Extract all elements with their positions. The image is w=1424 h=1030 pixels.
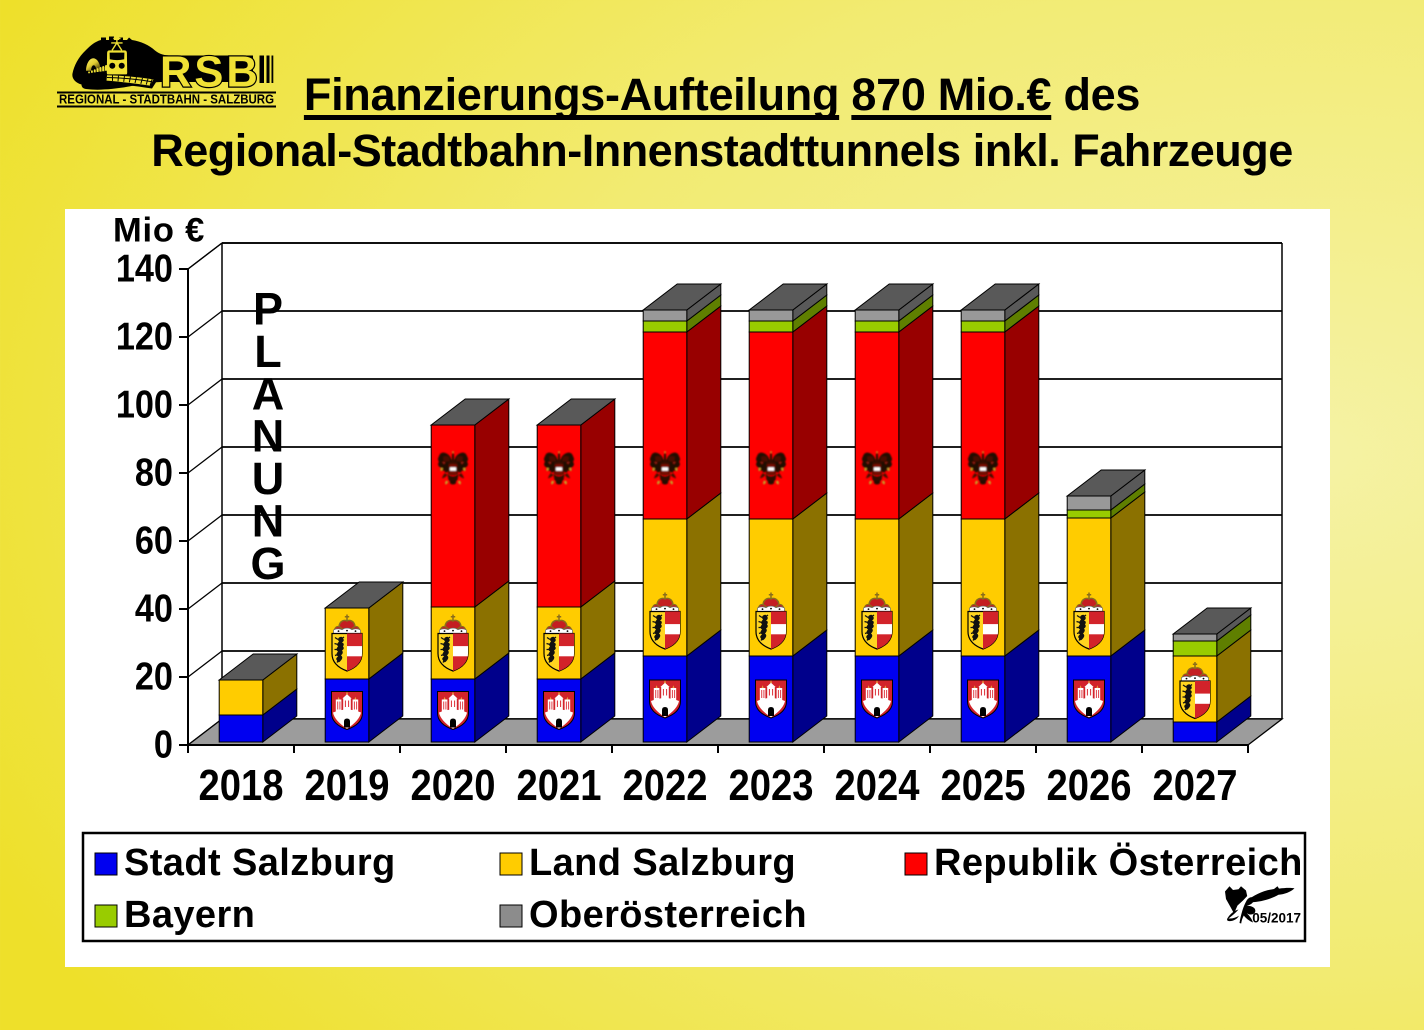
svg-text:2021: 2021 xyxy=(517,761,602,810)
svg-text:Mio €: Mio € xyxy=(113,212,205,250)
svg-text:140: 140 xyxy=(116,246,173,289)
svg-text:2025: 2025 xyxy=(941,761,1026,810)
svg-text:A: A xyxy=(252,368,285,419)
svg-text:60: 60 xyxy=(135,518,173,561)
svg-text:0: 0 xyxy=(154,722,173,765)
svg-text:Stadt Salzburg: Stadt Salzburg xyxy=(124,842,396,884)
svg-text:G: G xyxy=(250,538,285,589)
svg-text:Land Salzburg: Land Salzburg xyxy=(529,842,796,884)
svg-text:Oberösterreich: Oberösterreich xyxy=(529,894,807,936)
svg-text:L: L xyxy=(254,326,282,377)
svg-text:2019: 2019 xyxy=(305,761,390,810)
svg-text:Bayern: Bayern xyxy=(124,894,255,936)
svg-text:N: N xyxy=(252,496,285,547)
svg-text:2023: 2023 xyxy=(729,761,814,810)
svg-text:N: N xyxy=(252,411,285,462)
svg-text:100: 100 xyxy=(116,382,173,425)
svg-text:2027: 2027 xyxy=(1153,761,1238,810)
svg-text:20: 20 xyxy=(135,654,173,697)
svg-text:2024: 2024 xyxy=(835,761,920,810)
svg-text:2022: 2022 xyxy=(623,761,708,810)
svg-text:2026: 2026 xyxy=(1047,761,1132,810)
svg-text:80: 80 xyxy=(135,450,173,493)
svg-text:U: U xyxy=(252,453,285,504)
svg-text:2020: 2020 xyxy=(411,761,496,810)
svg-text:40: 40 xyxy=(135,586,173,629)
svg-text:RSB: RSB xyxy=(160,49,261,97)
svg-text:REGIONAL - STADTBAHN - SALZBUR: REGIONAL - STADTBAHN - SALZBURG xyxy=(59,93,274,107)
svg-text:120: 120 xyxy=(116,314,173,357)
svg-text:Republik Österreich: Republik Österreich xyxy=(934,841,1303,884)
svg-text:2018: 2018 xyxy=(199,761,284,810)
svg-text:P: P xyxy=(253,284,283,335)
svg-text:05/2017: 05/2017 xyxy=(1252,911,1301,926)
